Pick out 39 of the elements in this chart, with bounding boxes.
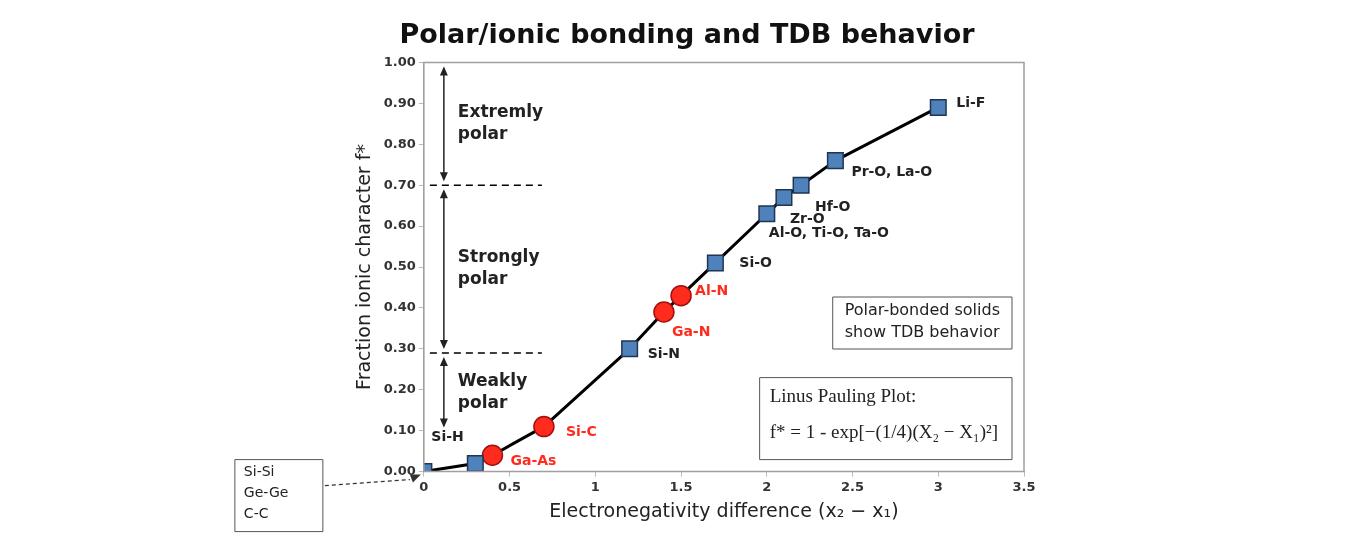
- y-tick-label: 0.80: [383, 135, 416, 151]
- annotation: Polar-bonded solids show TDB behavior: [844, 300, 1000, 342]
- annotation: Si-C: [565, 423, 597, 440]
- chart-title: Polar/ionic bonding and TDB behavior: [399, 18, 976, 50]
- annotation: Strongly polar: [457, 246, 540, 289]
- x-tick-label: 2.5: [841, 478, 865, 494]
- y-tick-label: 1.00: [383, 53, 416, 69]
- annotation: Linus Pauling Plot:: [769, 385, 917, 407]
- annotation: Extremly polar: [457, 101, 544, 144]
- annotation: Al-N: [695, 282, 729, 299]
- y-tick-label: 0.70: [383, 176, 416, 192]
- annotation: Ga-N: [671, 322, 711, 339]
- y-tick-label: 0.60: [383, 217, 416, 233]
- annotation: Pr-O, La-O: [851, 163, 933, 180]
- annotation: Si-H: [431, 428, 464, 445]
- y-axis-title: Fraction ionic character f*: [352, 144, 375, 390]
- y-tick-label: 0.30: [383, 340, 416, 356]
- x-axis-title: Electronegativity difference (x₂ − x₁): [549, 498, 899, 521]
- annotation: Si-O: [739, 253, 773, 270]
- x-tick-label: 2: [762, 478, 772, 494]
- y-tick-label: 0.40: [383, 299, 416, 315]
- annotation: Li-F: [956, 94, 986, 111]
- y-tick-label: 0.50: [383, 258, 416, 274]
- x-tick-label: 0: [419, 478, 429, 494]
- y-tick-label: 0.10: [383, 422, 416, 438]
- y-tick-label: 0.20: [383, 381, 416, 397]
- annotation: Ga-As: [510, 451, 557, 468]
- x-tick-label: 0.5: [498, 478, 522, 494]
- annotation: f* = 1 - exp[−(1/4)(X₂ − X₁)²]: [769, 421, 999, 444]
- annotation: Weakly polar: [457, 369, 528, 412]
- x-tick-label: 3.5: [1012, 478, 1036, 494]
- x-tick-label: 1: [590, 478, 600, 494]
- annotation: Al-O, Ti-O, Ta-O: [768, 224, 889, 241]
- text: Si-Si Ge-Ge C-C: [243, 463, 289, 522]
- annotation: Si-N: [647, 345, 681, 362]
- x-tick-label: 3: [933, 478, 943, 494]
- x-tick-label: 1.5: [669, 478, 693, 494]
- y-tick-label: 0.00: [383, 462, 416, 478]
- y-tick-label: 0.90: [383, 94, 416, 110]
